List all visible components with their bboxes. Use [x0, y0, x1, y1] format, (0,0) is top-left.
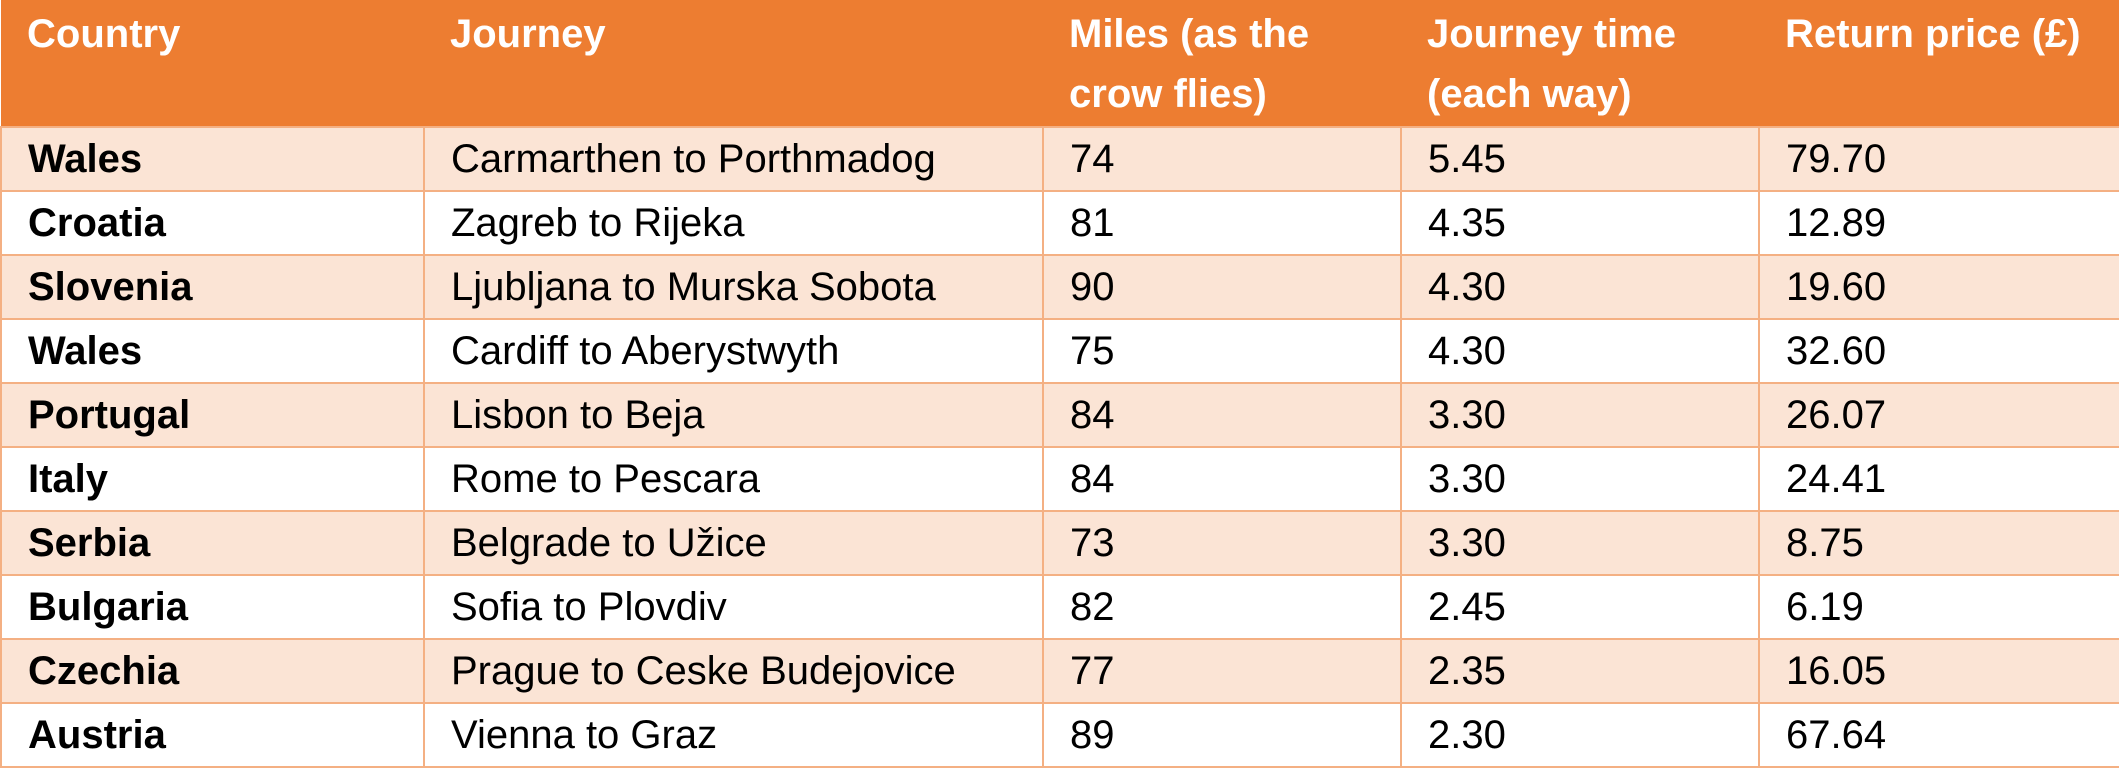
table-cell: Sofia to Plovdiv	[423, 574, 1044, 640]
table-cell: 4.30	[1400, 254, 1760, 320]
table-cell: Ljubljana to Murska Sobota	[423, 254, 1044, 320]
table-cell: 79.70	[1758, 126, 2119, 192]
table-cell: 84	[1042, 382, 1402, 448]
table-cell: 90	[1042, 254, 1402, 320]
header-cell: Miles (as the crow flies)	[1043, 0, 1401, 127]
header-cell: Return price (£)	[1759, 0, 2119, 127]
table-cell: Serbia	[0, 510, 425, 576]
table-cell: Vienna to Graz	[423, 702, 1044, 768]
table-row: Bulgaria Sofia to Plovdiv 82 2.45 6.19	[0, 574, 2119, 640]
table-cell: 2.45	[1400, 574, 1760, 640]
table-cell: Czechia	[0, 638, 425, 704]
table-cell: 4.30	[1400, 318, 1760, 384]
table-cell: 19.60	[1758, 254, 2119, 320]
table-cell: Rome to Pescara	[423, 446, 1044, 512]
header-cell: Journey time (each way)	[1401, 0, 1759, 127]
table-cell: 26.07	[1758, 382, 2119, 448]
table-row: Austria Vienna to Graz 89 2.30 67.64	[0, 702, 2119, 768]
table-cell: Carmarthen to Porthmadog	[423, 126, 1044, 192]
table-body: Wales Carmarthen to Porthmadog 74 5.45 79.70…	[0, 126, 2119, 768]
table-header: Country Journey Miles (as the crow flies) J…	[1, 0, 2119, 127]
table-row: Portugal Lisbon to Beja 84 3.30 26.07	[0, 382, 2119, 448]
table-cell: Wales	[0, 126, 425, 192]
table-cell: 8.75	[1758, 510, 2119, 576]
table-cell: Bulgaria	[0, 574, 425, 640]
table-row: Serbia Belgrade to Užice 73 3.30 8.75	[0, 510, 2119, 576]
table-cell: 89	[1042, 702, 1402, 768]
table-cell: Slovenia	[0, 254, 425, 320]
table-cell: Prague to Ceske Budejovice	[423, 638, 1044, 704]
table-cell: 2.30	[1400, 702, 1760, 768]
table-cell: Austria	[0, 702, 425, 768]
table-cell: Croatia	[0, 190, 425, 256]
table-cell: 12.89	[1758, 190, 2119, 256]
table-cell: 32.60	[1758, 318, 2119, 384]
table-cell: Portugal	[0, 382, 425, 448]
table-row: Croatia Zagreb to Rijeka 81 4.35 12.89	[0, 190, 2119, 256]
table-cell: 4.35	[1400, 190, 1760, 256]
table-cell: Belgrade to Užice	[423, 510, 1044, 576]
table-row: Wales Cardiff to Aberystwyth 75 4.30 32.60	[0, 318, 2119, 384]
table-row: Czechia Prague to Ceske Budejovice 77 2.35 1…	[0, 638, 2119, 704]
table-cell: 16.05	[1758, 638, 2119, 704]
table-cell: Lisbon to Beja	[423, 382, 1044, 448]
header-cell: Journey	[424, 0, 1043, 127]
table-row: Slovenia Ljubljana to Murska Sobota 90 4.30…	[0, 254, 2119, 320]
table-cell: 75	[1042, 318, 1402, 384]
table-cell: 3.30	[1400, 382, 1760, 448]
table-cell: Wales	[0, 318, 425, 384]
table-cell: 67.64	[1758, 702, 2119, 768]
table-row: Italy Rome to Pescara 84 3.30 24.41	[0, 446, 2119, 512]
table-cell: Cardiff to Aberystwyth	[423, 318, 1044, 384]
table-cell: 82	[1042, 574, 1402, 640]
table-cell: 3.30	[1400, 510, 1760, 576]
table-cell: 24.41	[1758, 446, 2119, 512]
header-row: Country Journey Miles (as the crow flies) J…	[1, 0, 2119, 127]
table-cell: 81	[1042, 190, 1402, 256]
table-cell: Italy	[0, 446, 425, 512]
header-cell: Country	[1, 0, 424, 127]
table-cell: 77	[1042, 638, 1402, 704]
table-cell: 2.35	[1400, 638, 1760, 704]
table-cell: 73	[1042, 510, 1402, 576]
table-cell: 5.45	[1400, 126, 1760, 192]
table-row: Wales Carmarthen to Porthmadog 74 5.45 79.70	[0, 126, 2119, 192]
table-cell: 3.30	[1400, 446, 1760, 512]
table-cell: Zagreb to Rijeka	[423, 190, 1044, 256]
table-cell: 74	[1042, 126, 1402, 192]
table-cell: 6.19	[1758, 574, 2119, 640]
table-cell: 84	[1042, 446, 1402, 512]
